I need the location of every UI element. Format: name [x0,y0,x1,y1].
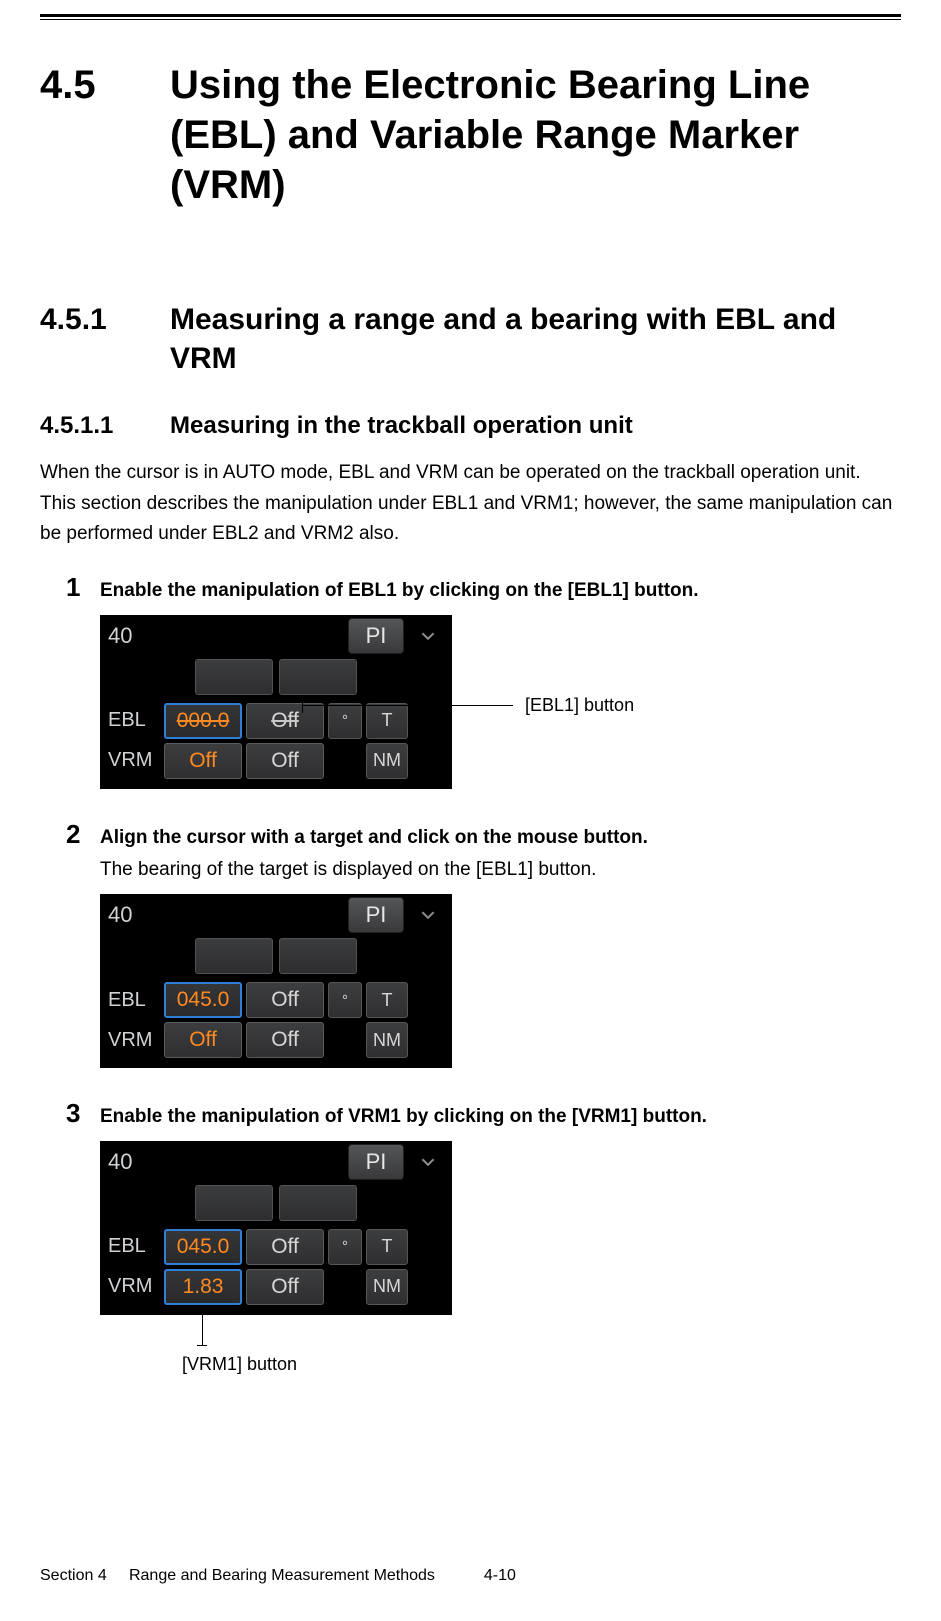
figure-1: 40 PI EBL 000.0 Off ° T [100,615,901,789]
pi-button[interactable]: PI [348,897,404,933]
figure-2: 40 PI EBL 045.0 Off ° T [100,894,901,1068]
ebl-label: EBL [106,1235,160,1258]
ebl-row: EBL 045.0 Off ° T [100,980,452,1020]
ebl-label: EBL [106,709,160,732]
range-value: 40 [100,902,158,928]
mid-button-2[interactable] [279,1185,357,1221]
ebl2-button[interactable]: Off [246,1229,324,1265]
vrm-row: VRM 1.83 Off NM [100,1267,452,1307]
heading-1-title: Using the Electronic Bearing Line (EBL) … [170,60,901,210]
chevron-down-icon[interactable] [410,1144,446,1180]
range-unit[interactable]: NM [366,1269,408,1305]
top-rules [40,0,901,20]
mid-buttons [100,1185,452,1221]
step-1: 1 Enable the manipulation of EBL1 by cli… [66,572,901,789]
callout-ebl1: [EBL1] button [302,695,634,716]
ebl-label: EBL [106,989,160,1012]
mid-button-2[interactable] [279,659,357,695]
intro-paragraph-2: This section describes the manipulation … [40,489,901,548]
range-unit[interactable]: NM [366,1022,408,1058]
degree-unit[interactable]: ° [328,1229,362,1265]
vrm-label: VRM [106,1275,160,1298]
ebl1-button[interactable]: 045.0 [164,1229,242,1265]
mid-buttons [100,659,452,695]
figure-3: 40 PI EBL 045.0 Off ° T [100,1141,901,1375]
step-subtext: The bearing of the target is displayed o… [100,856,901,885]
step-title: Enable the manipulation of VRM1 by click… [100,1104,707,1131]
range-value: 40 [100,623,158,649]
vrm1-button[interactable]: 1.83 [164,1269,242,1305]
vrm2-button[interactable]: Off [246,743,324,779]
heading-1: 4.5 Using the Electronic Bearing Line (E… [40,60,901,210]
vrm-row: VRM Off Off NM [100,1020,452,1060]
mid-buttons [100,938,452,974]
heading-2-number: 4.5.1 [40,300,170,378]
bearing-mode[interactable]: T [366,982,408,1018]
vrm-label: VRM [106,1029,160,1052]
mid-button-2[interactable] [279,938,357,974]
heading-1-number: 4.5 [40,60,170,210]
step-title: Align the cursor with a target and click… [100,825,648,852]
step-3: 3 Enable the manipulation of VRM1 by cli… [66,1098,901,1375]
ebl2-button[interactable]: Off [246,982,324,1018]
chevron-down-icon[interactable] [410,618,446,654]
callout-line [303,705,513,706]
ebl-vrm-panel: 40 PI EBL 045.0 Off ° T [100,1141,452,1315]
vrm-row: VRM Off Off NM [100,741,452,781]
callout-vrm1: [VRM1] button [202,1315,901,1375]
heading-3-title: Measuring in the trackball operation uni… [170,412,901,440]
page-footer: Section 4 Range and Bearing Measurement … [40,1567,516,1585]
degree-unit[interactable]: ° [328,982,362,1018]
heading-2: 4.5.1 Measuring a range and a bearing wi… [40,300,901,378]
range-unit[interactable]: NM [366,743,408,779]
step-number: 2 [66,819,100,850]
vrm2-button[interactable]: Off [246,1269,324,1305]
vrm2-button[interactable]: Off [246,1022,324,1058]
footer-section: Section 4 [40,1567,107,1584]
ebl1-button[interactable]: 045.0 [164,982,242,1018]
heading-2-title: Measuring a range and a bearing with EBL… [170,300,901,378]
footer-page: 4-10 [484,1567,516,1584]
ebl-vrm-panel: 40 PI EBL 045.0 Off ° T [100,894,452,1068]
rule-thick [40,14,901,17]
vrm1-button[interactable]: Off [164,1022,242,1058]
footer-title: Range and Bearing Measurement Methods [129,1567,435,1584]
rule-thin [40,19,901,20]
intro-paragraph-1: When the cursor is in AUTO mode, EBL and… [40,458,901,487]
mid-button-1[interactable] [195,938,273,974]
mid-button-1[interactable] [195,1185,273,1221]
range-value: 40 [100,1149,158,1175]
pi-button[interactable]: PI [348,618,404,654]
chevron-down-icon[interactable] [410,897,446,933]
step-title: Enable the manipulation of EBL1 by click… [100,578,699,605]
ebl-row: EBL 045.0 Off ° T [100,1227,452,1267]
vrm1-button[interactable]: Off [164,743,242,779]
heading-3-number: 4.5.1.1 [40,412,170,440]
step-number: 1 [66,572,100,603]
bearing-mode[interactable]: T [366,1229,408,1265]
ebl1-button[interactable]: 000.0 [164,703,242,739]
vrm-label: VRM [106,749,160,772]
callout-tick-horizontal [197,1345,207,1346]
pi-button[interactable]: PI [348,1144,404,1180]
mid-button-1[interactable] [195,659,273,695]
steps-list: 1 Enable the manipulation of EBL1 by cli… [40,572,901,1374]
step-2: 2 Align the cursor with a target and cli… [66,819,901,1068]
callout-label: [VRM1] button [182,1354,297,1375]
step-number: 3 [66,1098,100,1129]
heading-3: 4.5.1.1 Measuring in the trackball opera… [40,412,901,440]
callout-label: [EBL1] button [525,695,634,716]
callout-line-vertical [202,1315,203,1345]
